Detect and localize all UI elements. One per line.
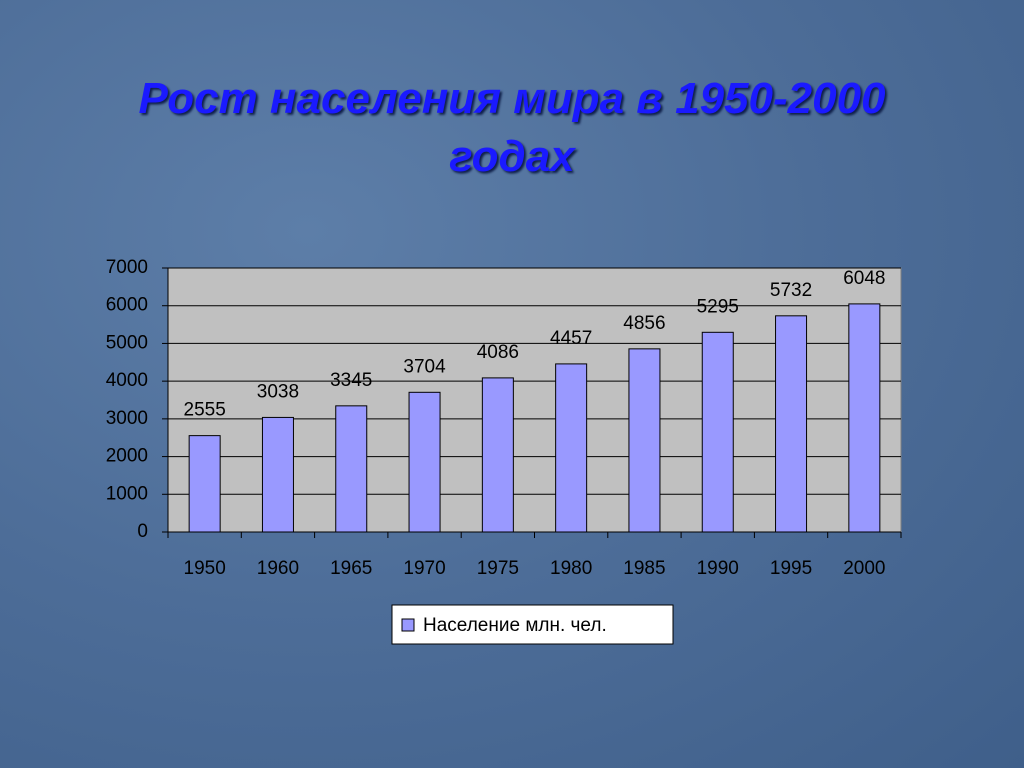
bar: [701, 331, 734, 533]
value-label: 4086: [477, 342, 519, 363]
y-tick-label: 3000: [106, 408, 148, 429]
bar: [335, 405, 368, 533]
legend-box: [391, 604, 674, 645]
legend-swatch: [401, 618, 415, 632]
x-tick-label: 1985: [623, 558, 665, 579]
y-tick-label: 1000: [106, 483, 148, 504]
value-label: 6048: [843, 268, 885, 289]
bar: [555, 363, 588, 533]
value-label: 3345: [330, 370, 372, 391]
y-tick-label: 4000: [106, 370, 148, 391]
y-tick-label: 0: [137, 521, 148, 542]
value-label: 2555: [184, 400, 226, 421]
x-tick-label: 1990: [697, 558, 739, 579]
value-label: 3038: [257, 381, 299, 402]
value-label: 5732: [770, 280, 812, 301]
x-tick-label: 1950: [184, 558, 226, 579]
value-label: 4856: [623, 313, 665, 334]
x-tick-label: 1995: [770, 558, 812, 579]
bar: [408, 391, 441, 533]
bar: [261, 416, 294, 533]
x-tick-label: 2000: [843, 558, 885, 579]
bar: [628, 348, 661, 533]
value-label: 4457: [550, 328, 592, 349]
bar: [188, 435, 221, 533]
y-tick-label: 6000: [106, 295, 148, 316]
legend-label: Население млн. чел.: [423, 615, 607, 636]
x-tick-label: 1970: [403, 558, 445, 579]
x-tick-label: 1960: [257, 558, 299, 579]
value-label: 5295: [697, 296, 739, 317]
y-tick-label: 5000: [106, 332, 148, 353]
chart-title: Рост населения мира в 1950-2000 годах: [138, 74, 886, 181]
x-tick-label: 1965: [330, 558, 372, 579]
y-tick-label: 7000: [106, 257, 148, 278]
bar: [775, 315, 808, 533]
x-tick-label: 1980: [550, 558, 592, 579]
value-label: 3704: [403, 356, 446, 377]
bar: [848, 303, 881, 533]
bar: [481, 377, 514, 533]
x-tick-label: 1975: [477, 558, 519, 579]
y-tick-label: 2000: [106, 446, 148, 467]
